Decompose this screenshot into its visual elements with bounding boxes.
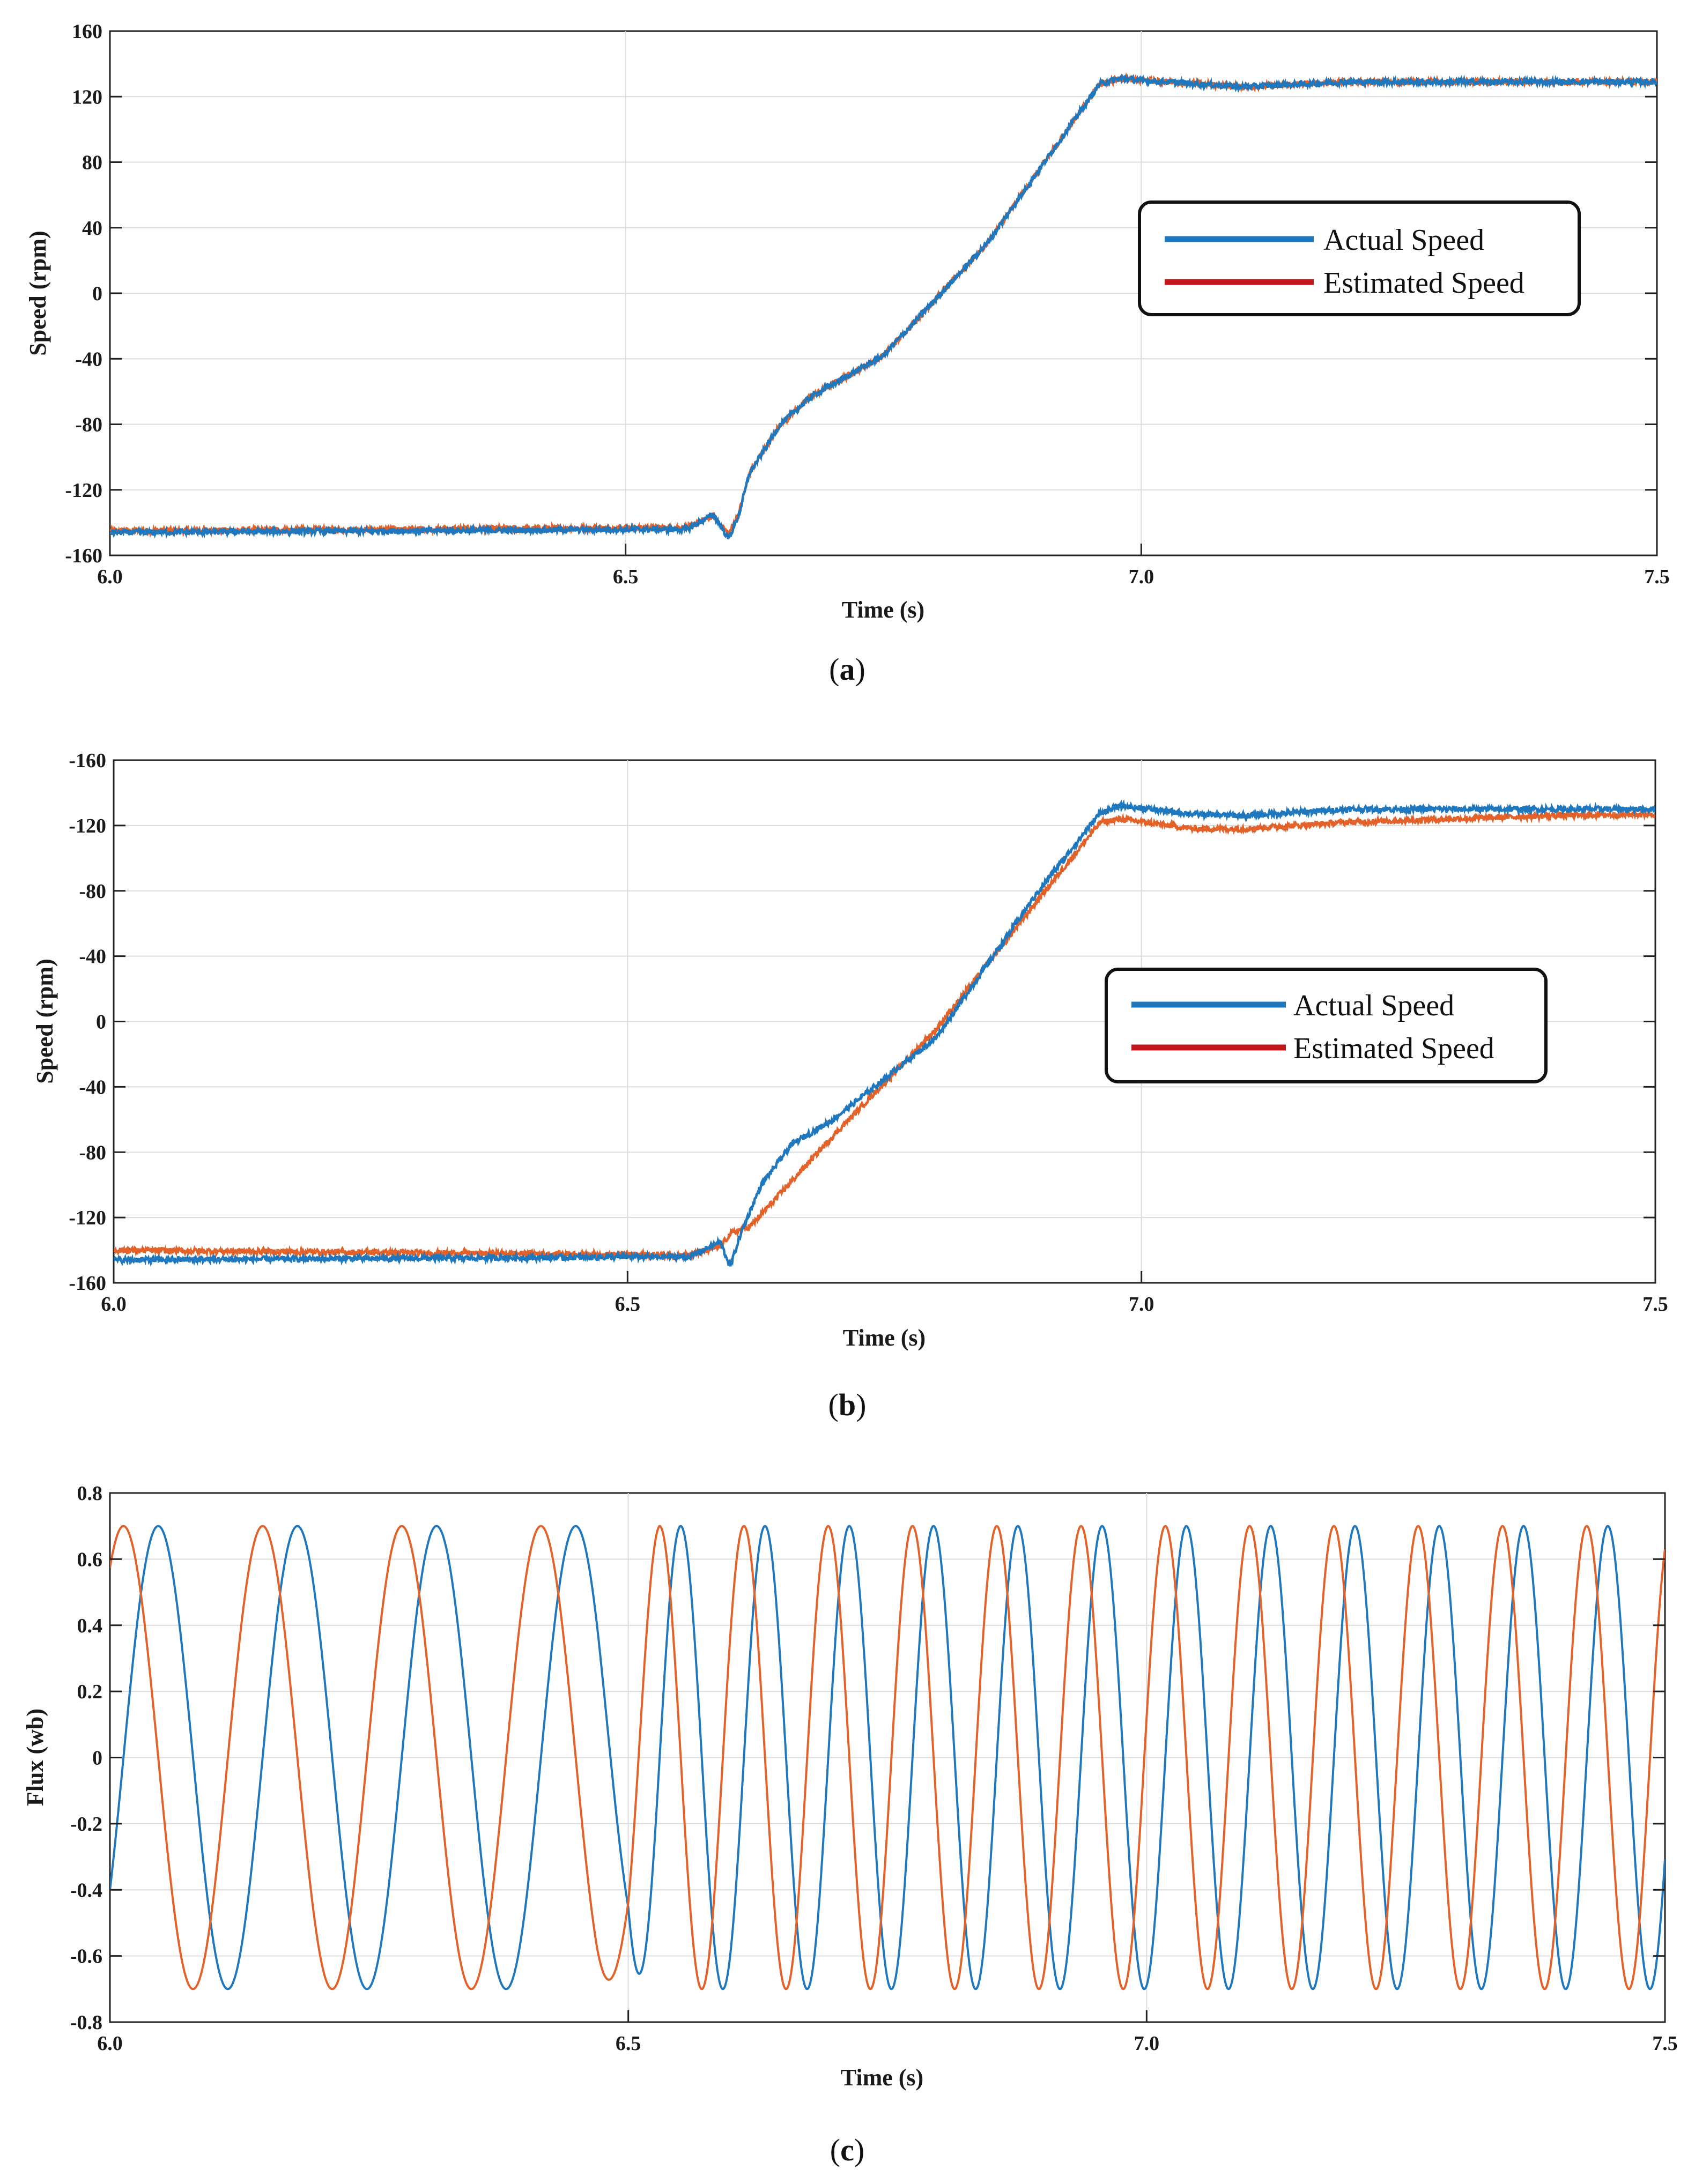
y-tick-label: -160 [69, 1272, 106, 1295]
y-tick-label: 0.4 [77, 1615, 103, 1637]
x-tick-label: 6.0 [97, 566, 123, 588]
legend-box [1138, 200, 1581, 316]
caption-c: (c) [830, 2133, 864, 2167]
x-tick-label: 6.0 [97, 2032, 123, 2055]
y-tick-label: 0 [92, 283, 102, 305]
caption-a: (a) [829, 652, 865, 687]
y-tick-label: -40 [79, 946, 106, 968]
y-tick-label: -80 [75, 414, 102, 436]
x-axis-label: Time (s) [843, 1325, 926, 1351]
x-tick-label: 6.5 [615, 1293, 641, 1316]
y-tick-label: -120 [69, 1207, 106, 1229]
y-tick-label: 0.2 [77, 1681, 103, 1703]
x-axis-label: Time (s) [842, 597, 924, 623]
series-line-orange [110, 1525, 1665, 1990]
x-tick-label: 6.5 [613, 566, 639, 588]
legend-label-actual: Actual Speed [1293, 989, 1454, 1022]
legend: Actual Speed Estimated Speed [1138, 200, 1581, 316]
y-tick-label: -40 [79, 1076, 106, 1098]
x-tick-label: 7.5 [1644, 566, 1670, 588]
series-lines [110, 72, 1657, 540]
panel-c-flux-chart: 0.8 0.6 0.4 0.2 0 -0.2 -0.4 -0.6 -0.8 6.0 6.5 7.0 7… [22, 1482, 1678, 2167]
legend-label-actual: Actual Speed [1323, 224, 1484, 257]
y-tick-label: 160 [72, 20, 102, 43]
x-tick-label: 7.0 [1129, 1293, 1154, 1316]
y-tick-label: 120 [72, 86, 102, 108]
series-line-blue [110, 1525, 1665, 1990]
y-tick-label: -160 [65, 545, 102, 567]
y-tick-label: -120 [69, 815, 106, 837]
y-tick-label: 0 [92, 1747, 102, 1770]
series-line-actual-speed [110, 73, 1657, 540]
y-axis-label: Flux (wb) [22, 1708, 48, 1806]
y-tick-labels: -160 -120 -80 -40 0 -40 -80 -120 -160 [69, 749, 1655, 1295]
y-tick-label: -80 [79, 880, 106, 903]
x-tick-label: 7.5 [1642, 1293, 1668, 1316]
y-tick-label: 0.8 [77, 1482, 103, 1505]
caption-b: (b) [828, 1387, 867, 1422]
y-tick-label: 80 [82, 152, 102, 174]
legend: Actual Speed Estimated Speed [1105, 968, 1548, 1083]
y-tick-label: 40 [82, 217, 102, 240]
legend-box [1105, 968, 1548, 1083]
y-tick-label: -160 [69, 749, 106, 772]
series-lines [110, 1525, 1665, 1990]
y-tick-label: 0 [96, 1011, 106, 1034]
y-tick-label: -120 [65, 479, 102, 502]
panel-a-speed-chart: 160 120 80 40 0 -40 -80 -120 -160 6.0 6.5 7.0 7.5 T… [25, 20, 1670, 687]
y-tick-label: -0.6 [70, 1945, 102, 1968]
y-axis-label: Speed (rpm) [25, 231, 51, 355]
x-tick-label: 6.5 [616, 2032, 641, 2055]
y-tick-label: -0.8 [70, 2011, 102, 2034]
x-axis-label: Time (s) [841, 2064, 923, 2091]
x-tick-labels: 6.0 6.5 7.0 7.5 [97, 544, 1670, 588]
series-lines [114, 799, 1655, 1267]
y-tick-labels: 0.8 0.6 0.4 0.2 0 -0.2 -0.4 -0.6 -0.8 [70, 1482, 1665, 2034]
y-tick-label: 0.6 [77, 1548, 103, 1571]
y-tick-labels: 160 120 80 40 0 -40 -80 -120 -160 [65, 20, 1657, 567]
legend-label-estimated: Estimated Speed [1293, 1032, 1494, 1065]
x-tick-label: 7.5 [1652, 2032, 1678, 2055]
grid-lines [114, 760, 1655, 1283]
x-tick-labels: 6.0 6.5 7.0 7.5 [101, 1271, 1668, 1316]
panel-b-speed-chart: -160 -120 -80 -40 0 -40 -80 -120 -160 6.0 6.5 7.0 7… [32, 749, 1668, 1422]
x-tick-label: 7.0 [1129, 566, 1154, 588]
y-axis-label: Speed (rpm) [32, 959, 58, 1083]
x-tick-label: 6.0 [101, 1293, 127, 1316]
x-tick-labels: 6.0 6.5 7.0 7.5 [97, 2010, 1678, 2055]
legend-label-estimated: Estimated Speed [1323, 266, 1524, 300]
x-tick-label: 7.0 [1134, 2032, 1160, 2055]
y-tick-label: -0.2 [70, 1813, 102, 1836]
y-tick-label: -40 [75, 348, 102, 370]
y-tick-label: -80 [79, 1141, 106, 1164]
series-line-actual-speed [114, 799, 1655, 1267]
y-tick-label: -0.4 [70, 1879, 102, 1901]
